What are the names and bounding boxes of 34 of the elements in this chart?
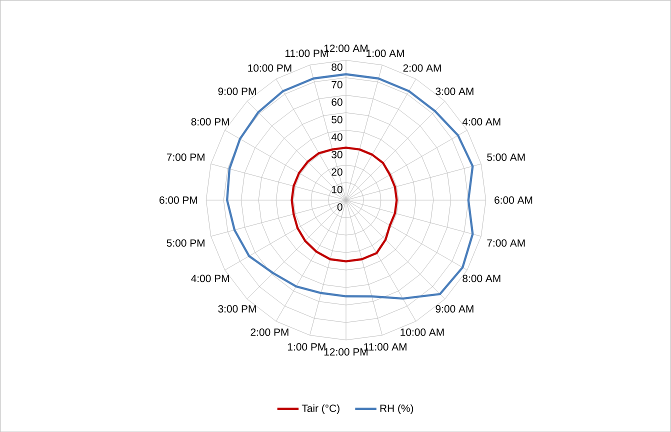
spoke-label: 11:00 AM: [364, 343, 406, 350]
spoke-label: 4:00 PM: [191, 274, 229, 282]
spoke-label: 9:00 AM: [436, 305, 474, 312]
y-tick-label: 70: [332, 80, 342, 88]
spoke-label: 1:00 AM: [366, 50, 404, 57]
spoke-label: 6:00 PM: [160, 196, 198, 204]
y-tick-label: 40: [331, 133, 342, 141]
spoke-label: 9:00 PM: [218, 88, 256, 95]
spoke-label: 7:00 PM: [166, 153, 204, 161]
legend-label: Tair (°C): [302, 404, 340, 414]
spoke-label: 3:00 AM: [436, 88, 474, 95]
y-tick-label: 80: [332, 63, 342, 71]
spoke-label: 4:00 AM: [462, 118, 500, 126]
spoke-label: 12:00 AM: [324, 44, 368, 52]
y-tick-label: 10: [332, 186, 342, 194]
y-tick-label: 50: [332, 116, 342, 124]
spoke-label: 10:00 PM: [248, 64, 292, 72]
spoke-label: 3:00 PM: [218, 305, 256, 312]
y-tick-label: 30: [332, 150, 342, 158]
spoke-label: 2:00 PM: [250, 328, 288, 336]
spoke-label: 10:00 AM: [400, 328, 444, 336]
y-tick-label: 20: [332, 168, 342, 176]
spoke-label: 1:00 PM: [288, 343, 326, 350]
spoke-label: 8:00 AM: [462, 274, 500, 282]
y-tick-label: 0: [337, 203, 342, 211]
spoke-label: 2:00 AM: [403, 64, 441, 72]
y-tick-label: 60: [332, 98, 342, 106]
spoke-label: 8:00 PM: [191, 118, 229, 126]
spoke-label: 5:00 AM: [487, 153, 525, 161]
spoke-label: 7:00 AM: [487, 239, 525, 247]
spoke-label: 11:00 PM: [285, 50, 328, 57]
legend-label: RH (%): [380, 404, 414, 414]
spoke-label: 5:00 PM: [166, 239, 204, 247]
spoke-label: 6:00 AM: [494, 196, 532, 204]
